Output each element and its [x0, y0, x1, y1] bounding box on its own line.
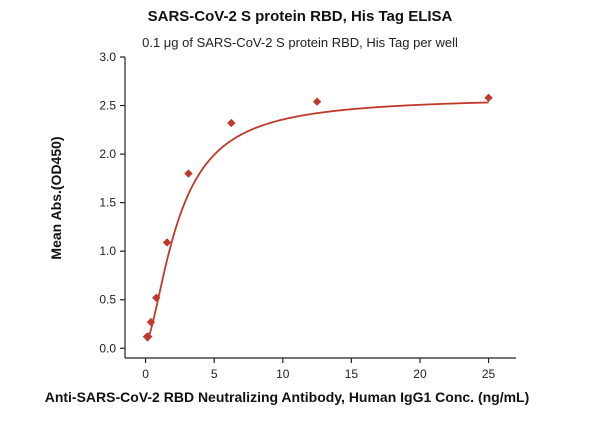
data-point: [484, 93, 493, 102]
chart-title: SARS-CoV-2 S protein RBD, His Tag ELISA: [148, 8, 453, 25]
y-tick-label: 3.0: [99, 50, 116, 64]
fit-curve: [146, 101, 489, 342]
data-point: [184, 169, 193, 178]
ticks: 0.0 0.5 1.0 1.5 2.0 2.5 3.0 0 5 10 15 20 25: [99, 50, 495, 381]
data-point: [227, 118, 236, 128]
y-tick-label: 0.5: [99, 293, 116, 307]
x-axis-label: Anti-SARS-CoV-2 RBD Neutralizing Antibod…: [45, 389, 530, 405]
chart-subtitle: 0.1 μg of SARS-CoV-2 S protein RBD, His …: [142, 35, 458, 50]
y-tick-label: 0.0: [99, 341, 116, 355]
data-point: [312, 97, 322, 106]
y-tick-label: 2.5: [99, 99, 116, 113]
y-tick-label: 1.0: [99, 244, 116, 258]
data-point: [146, 317, 156, 327]
x-tick-label: 25: [482, 367, 496, 381]
y-tick-label: 2.0: [99, 147, 116, 161]
data-point: [152, 293, 161, 302]
x-tick-label: 0: [142, 367, 149, 381]
data-point: [144, 332, 153, 341]
x-tick-label: 20: [413, 367, 427, 381]
x-tick-label: 10: [276, 367, 290, 381]
axes: [124, 57, 516, 359]
y-tick-label: 1.5: [99, 196, 116, 210]
y-axis-label: Mean Abs.(OD450): [48, 136, 64, 259]
fit-curve-group: [146, 101, 489, 342]
data-point: [162, 238, 172, 247]
data-points: [142, 93, 493, 341]
x-tick-label: 5: [211, 367, 218, 381]
x-tick-label: 15: [345, 367, 359, 381]
